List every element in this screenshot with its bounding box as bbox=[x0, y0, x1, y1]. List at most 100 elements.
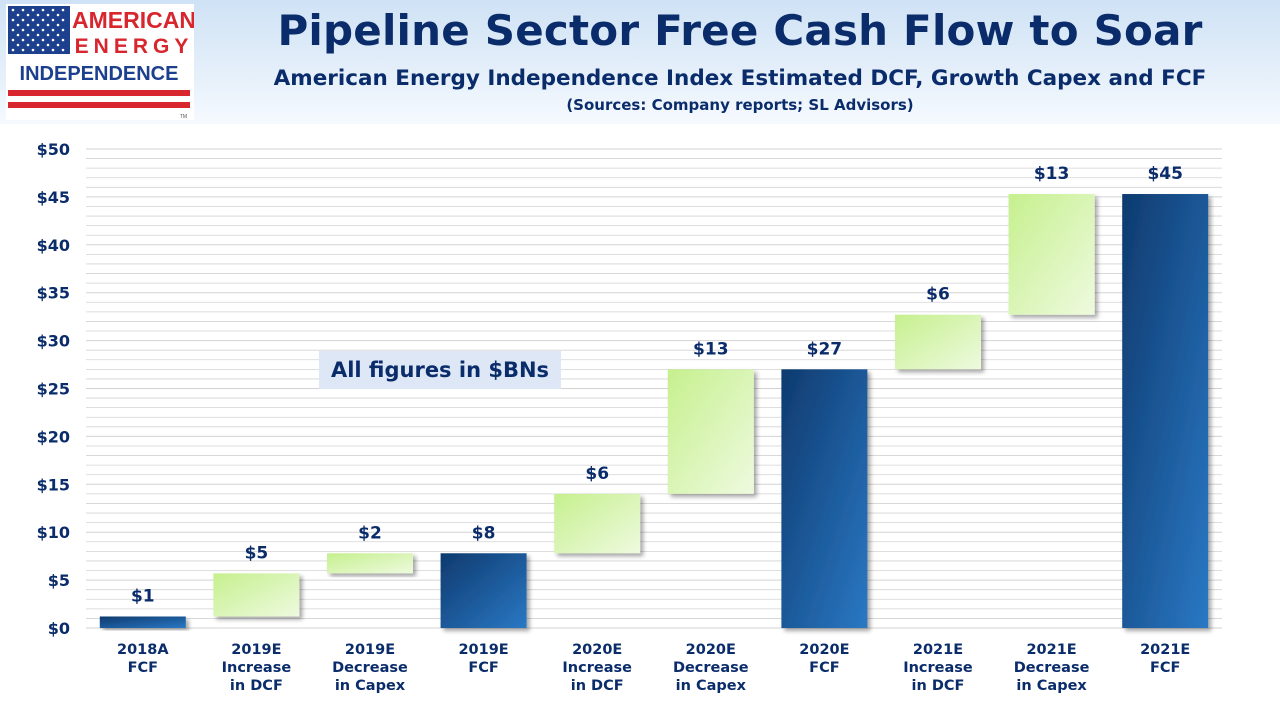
flag-star bbox=[26, 43, 30, 47]
flag-star bbox=[61, 8, 65, 12]
flag-star bbox=[51, 8, 55, 12]
x-category-label-line: Increase bbox=[903, 660, 973, 676]
flag-star bbox=[31, 8, 35, 12]
y-tick-label: $50 bbox=[37, 140, 70, 159]
us-flag-icon bbox=[8, 6, 70, 54]
x-category-label: 2019E FCF bbox=[458, 642, 508, 676]
logo-graphic: AMERICAN ENERGY INDEPENDENCE TM bbox=[8, 6, 196, 120]
increment-bar bbox=[895, 314, 981, 370]
flag-star bbox=[11, 38, 15, 42]
flag-star bbox=[31, 18, 35, 22]
logo-line3: INDEPENDENCE bbox=[20, 63, 179, 85]
flag-star bbox=[51, 18, 55, 22]
x-category-label-line: 2021E bbox=[913, 642, 963, 658]
flag-star bbox=[41, 48, 45, 52]
flag-star bbox=[21, 18, 25, 22]
x-category-label-line: FCF bbox=[468, 660, 498, 676]
logo-line1: AMERICAN bbox=[72, 7, 194, 33]
y-tick-label: $15 bbox=[37, 475, 70, 494]
flag-star bbox=[51, 48, 55, 52]
bar-value-label: $5 bbox=[245, 543, 269, 563]
flag-star bbox=[31, 38, 35, 42]
x-category-label: 2021E Decrease in Capex bbox=[1014, 642, 1090, 694]
y-tick-label: $5 bbox=[48, 571, 70, 590]
flag-star bbox=[31, 48, 35, 52]
flag-star bbox=[61, 28, 65, 32]
logo-stripe-1 bbox=[8, 90, 190, 96]
x-category-label-line: in DCF bbox=[230, 678, 283, 694]
increment-bar bbox=[554, 493, 641, 554]
flag-star bbox=[36, 33, 40, 37]
flag-star bbox=[21, 28, 25, 32]
x-category-label: 2021E Increase in DCF bbox=[903, 642, 973, 694]
x-category-label-line: 2019E bbox=[345, 642, 395, 658]
x-category-label: 2020E Increase in DCF bbox=[562, 642, 632, 694]
flag-star bbox=[21, 48, 25, 52]
x-category-label-line: in Capex bbox=[335, 678, 406, 694]
flag-star bbox=[11, 48, 15, 52]
x-category-label-line: in Capex bbox=[1016, 678, 1087, 694]
y-tick-label: $0 bbox=[48, 619, 70, 638]
flag-star bbox=[26, 13, 30, 17]
increment-bar bbox=[1008, 194, 1095, 315]
total-bar bbox=[440, 553, 527, 628]
increment-bar bbox=[213, 573, 300, 617]
x-category-label-line: 2019E bbox=[231, 642, 281, 658]
x-category-label-line: 2020E bbox=[799, 642, 849, 658]
units-annotation: All figures in $BNs bbox=[319, 351, 561, 389]
header-band: AMERICAN ENERGY INDEPENDENCE TM Pipeline… bbox=[0, 0, 1280, 124]
flag-star bbox=[36, 43, 40, 47]
increment-bar bbox=[667, 369, 754, 494]
x-category-label: 2020E Decrease in Capex bbox=[673, 642, 749, 694]
x-category-label: 2018A FCF bbox=[117, 642, 169, 676]
logo-stripe-2 bbox=[8, 102, 190, 108]
bar-value-label: $27 bbox=[807, 339, 843, 359]
y-tick-label: $20 bbox=[37, 427, 70, 446]
flag-star bbox=[16, 33, 20, 37]
y-tick-label: $45 bbox=[37, 188, 70, 207]
x-category-label-line: Increase bbox=[222, 660, 292, 676]
page-subtitle: American Energy Independence Index Estim… bbox=[273, 66, 1207, 91]
logo-trademark: TM bbox=[180, 114, 187, 120]
flag-star bbox=[51, 38, 55, 42]
bar-value-label: $1 bbox=[131, 587, 155, 607]
flag-star bbox=[41, 18, 45, 22]
flag-star bbox=[36, 13, 40, 17]
x-category-label-line: Decrease bbox=[1014, 660, 1090, 676]
x-category-label: 2019E Decrease in Capex bbox=[332, 642, 408, 694]
increment-bar bbox=[327, 553, 413, 574]
x-category-label-line: 2020E bbox=[686, 642, 736, 658]
y-tick-label: $40 bbox=[37, 236, 70, 255]
x-category-label-line: 2021E bbox=[1140, 642, 1190, 658]
flag-star bbox=[26, 23, 30, 27]
y-tick-label: $30 bbox=[37, 332, 70, 351]
flag-star bbox=[11, 28, 15, 32]
flag-star bbox=[41, 28, 45, 32]
y-tick-label: $10 bbox=[37, 523, 70, 542]
flag-star bbox=[61, 38, 65, 42]
flag-star bbox=[61, 18, 65, 22]
flag-star bbox=[16, 23, 20, 27]
total-bar bbox=[1122, 194, 1209, 628]
logo-line2: ENERGY bbox=[75, 35, 194, 58]
bar-value-label: $45 bbox=[1147, 164, 1183, 184]
flag-star bbox=[56, 43, 60, 47]
waterfall-chart: $0 $5 $10 $15 $20 $25 $30 $35 $40 $45 $50 $1 $5 $2 $8… bbox=[37, 140, 1222, 694]
flag-star bbox=[16, 43, 20, 47]
flag-star bbox=[46, 23, 50, 27]
flag-star bbox=[46, 13, 50, 17]
flag-star bbox=[46, 33, 50, 37]
bar-value-label: $2 bbox=[358, 523, 382, 543]
bars: $1 $5 $2 $8 $6 $13 $27 $6 $13 $45 bbox=[99, 164, 1209, 628]
x-category-label-line: FCF bbox=[809, 660, 839, 676]
y-tick-label: $25 bbox=[37, 380, 70, 399]
total-bar bbox=[99, 616, 186, 628]
x-category-label-line: 2019E bbox=[458, 642, 508, 658]
flag-star bbox=[31, 28, 35, 32]
x-category-label-line: Decrease bbox=[673, 660, 749, 676]
x-category-label: 2019E Increase in DCF bbox=[222, 642, 292, 694]
flag-star bbox=[51, 28, 55, 32]
y-axis: $0 $5 $10 $15 $20 $25 $30 $35 $40 $45 $50 bbox=[37, 140, 70, 638]
x-category-label: 2021E FCF bbox=[1140, 642, 1190, 676]
flag-star bbox=[21, 8, 25, 12]
